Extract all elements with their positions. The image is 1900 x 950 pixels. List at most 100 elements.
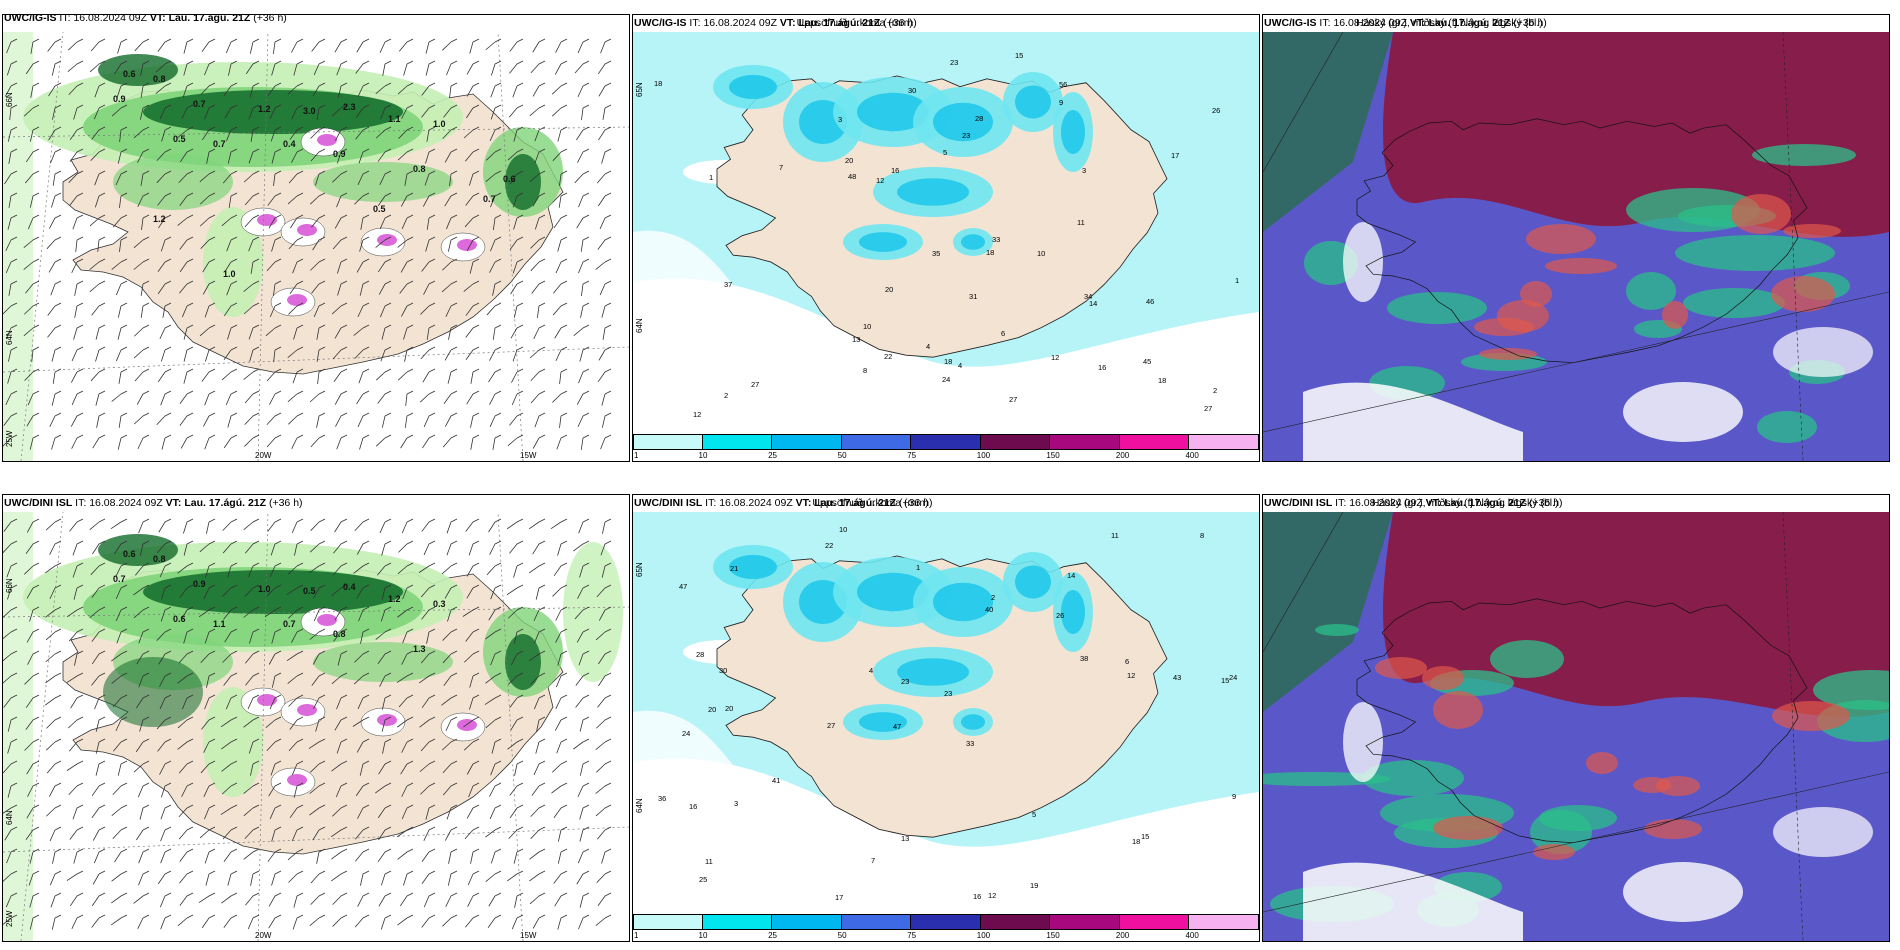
precip-value-label: 28: [696, 650, 704, 659]
panel-title: UWC/DINI ISL IT: 16.08.2024 09Z VT: Lau.…: [633, 495, 933, 512]
precip-value-label: 15: [1015, 51, 1023, 60]
precip-value-label: 38: [1080, 654, 1088, 663]
colorbar-swatch: [911, 914, 981, 930]
colorbar-tick-label: 200: [1115, 451, 1130, 460]
colorbar-swatch: [772, 434, 842, 450]
precip-value-label: 16: [891, 166, 899, 175]
precip-value-label: 22: [884, 352, 892, 361]
wind-panel-top: UWC/IG-IS IT: 16.08.2024 09Z VT: Lau. 17…: [2, 14, 630, 462]
precip-value-label: 17: [835, 893, 843, 902]
cloud-panel-top: UWC/IG-IS IT: 16.08.2024 09Z VT: Lau. 17…: [1262, 14, 1890, 462]
lon-label-25: 25W: [5, 430, 14, 447]
precip-value-label: 18: [986, 248, 994, 257]
precip-value-label: 30: [908, 86, 916, 95]
precip-value-label: 18: [1132, 837, 1140, 846]
wind-value-label: 0.8: [333, 629, 346, 639]
wind-value-label: 3.0: [303, 106, 316, 116]
precip-value-label: 4: [958, 361, 962, 370]
wind-panel-bottom: UWC/DINI ISL IT: 16.08.2024 09Z VT: Lau.…: [2, 494, 630, 942]
precip-value-label: 30: [719, 666, 727, 675]
wind-value-label: 1.1: [388, 114, 401, 124]
lat-label-65: 65N: [635, 562, 644, 577]
precip-value-label: 11: [1111, 531, 1119, 540]
precip-value-label: 41: [772, 776, 780, 785]
panel-title: UWC/DINI ISL IT: 16.08.2024 09Z VT: Lau.…: [4, 497, 303, 509]
wind-value-label: 0.6: [503, 174, 516, 184]
precip-map-svg: 2463331301545561613274822231220343735261…: [633, 32, 1259, 433]
wind-value-label: 1.3: [413, 644, 426, 654]
wind-value-label: 1.2: [258, 104, 271, 114]
precip-value-label: 3: [838, 115, 842, 124]
precip-value-label: 23: [901, 677, 909, 686]
precip-value-label: 12: [693, 410, 701, 419]
panel-description: Háský (gr.), miðský (fj.bl.) og lágský (…: [1371, 497, 1559, 509]
precip-value-label: 10: [1037, 249, 1045, 258]
colorbar-swatch: [633, 434, 703, 450]
precip-value-label: 14: [1089, 299, 1097, 308]
colorbar-tick-label: 1: [634, 451, 639, 460]
wind-value-label: 1.0: [223, 269, 236, 279]
lon-label-15: 15W: [520, 931, 537, 940]
colorbar-tick-label: 100: [976, 931, 991, 940]
precip-value-label: 20: [708, 705, 716, 714]
precip-value-label: 15: [1141, 832, 1149, 841]
precip-value-label: 33: [992, 235, 1000, 244]
precip-value-label: 56: [1059, 80, 1067, 89]
wind-value-label: 0.9: [333, 149, 346, 159]
colorbar-tick-label: 150: [1046, 451, 1060, 460]
precip-value-label: 25: [699, 875, 707, 884]
precip-value-label: 27: [1009, 395, 1017, 404]
wind-value-label: 0.7: [193, 99, 206, 109]
lat-label-65: 65N: [635, 82, 644, 97]
cloud-panel-bottom: UWC/DINI ISL IT: 16.08.2024 09Z VT: Lau.…: [1262, 494, 1890, 942]
precip-value-label: 21: [730, 564, 738, 573]
precip-value-label: 19: [1030, 881, 1038, 890]
colorbar-tick-label: 200: [1115, 931, 1130, 940]
precip-value-label: 2: [724, 391, 728, 400]
colorbar-tick-label: 50: [837, 931, 847, 940]
wind-map: 0.6 0.8 0.9 0.7 1.2 3.0 2.3 1.1 1.0 0.5 0.7 0.4 0.9 0…: [3, 32, 629, 461]
panel-title: UWC/IG-IS IT: 16.08.2024 09Z VT: Lau. 17…: [1263, 15, 1547, 32]
precip-map: 10 14 15 47 33 20 47 26 24 40 23 25 22 27 16 12 13 11 38 41…: [633, 512, 1259, 941]
precip-value-label: 47: [893, 722, 901, 731]
colorbar-tick-label: 50: [837, 451, 847, 460]
precip-value-label: 7: [871, 856, 875, 865]
precip-value-label: 26: [1212, 106, 1220, 115]
precip-value-label: 9: [1232, 792, 1236, 801]
lat-label-64: 64N: [635, 798, 644, 813]
colorbar-swatch: [702, 434, 773, 450]
wind-value-label: 1.0: [258, 584, 271, 594]
panel-title: UWC/DINI ISL IT: 16.08.2024 09Z VT: Lau.…: [1263, 495, 1563, 512]
wind-value-label: 1.1: [213, 619, 226, 629]
wind-value-label: 0.6: [173, 614, 186, 624]
precip-value-label: 14: [1067, 571, 1075, 580]
precip-value-label: 16: [689, 802, 697, 811]
wind-value-label: 0.9: [193, 579, 206, 589]
cloud-map-svg: [1263, 512, 1889, 941]
wind-value-label: 0.5: [303, 586, 316, 596]
colorbar-swatch: [1189, 434, 1259, 450]
precip-value-label: 8: [863, 366, 867, 375]
precip-value-label: 1: [916, 563, 920, 572]
precip-value-label: 5: [1032, 810, 1036, 819]
precip-value-label: 12: [1051, 353, 1059, 362]
colorbar: 1 10 25 50 75 100 150 200 400: [633, 913, 1259, 941]
lat-label-64: 64N: [5, 330, 14, 345]
colorbar-swatch: [1119, 434, 1190, 450]
precip-value-label: 5: [943, 148, 947, 157]
precip-panel-bottom: UWC/DINI ISL IT: 16.08.2024 09Z VT: Lau.…: [632, 494, 1260, 942]
precip-value-label: 40: [985, 605, 993, 614]
precip-value-label: 9: [1059, 98, 1063, 107]
panel-title: UWC/IG-IS IT: 16.08.2024 09Z VT: Lau. 17…: [4, 14, 287, 24]
colorbar-tick-label: 10: [698, 451, 708, 460]
precip-value-label: 20: [845, 156, 853, 165]
colorbar-tick-label: 100: [976, 451, 991, 460]
precip-value-label: 23: [950, 58, 958, 67]
precip-value-label: 4: [869, 666, 873, 675]
precip-value-label: 10: [863, 322, 871, 331]
wind-value-label: 0.8: [153, 74, 166, 84]
cloud-map: [1263, 32, 1889, 461]
wind-map-svg: 0.6 0.8 0.9 0.7 1.2 3.0 2.3 1.1 1.0 0.5 0.7 0.4 0.9 0…: [3, 32, 629, 461]
lon-label-15: 15W: [520, 451, 537, 460]
